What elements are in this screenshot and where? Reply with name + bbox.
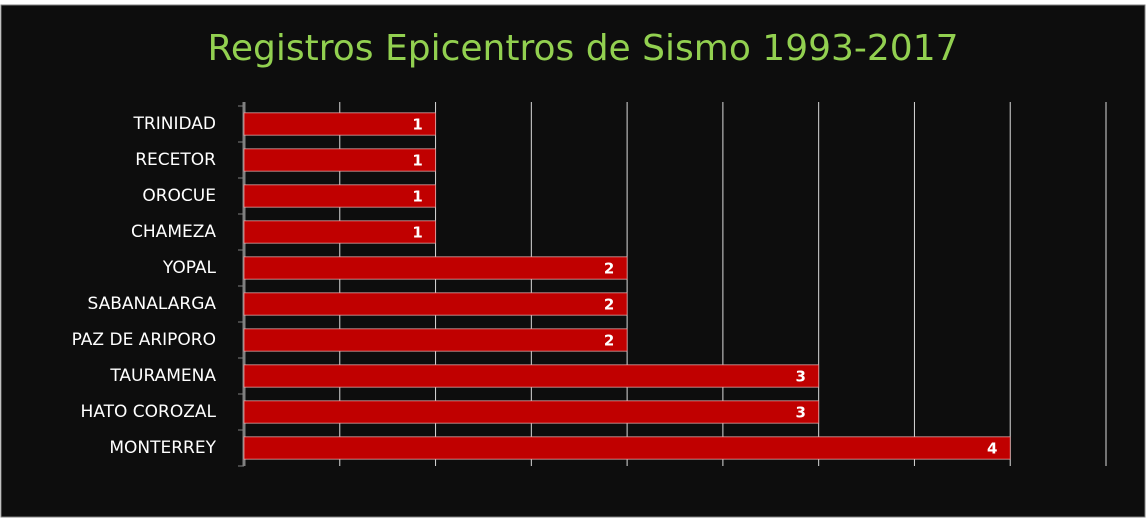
value-label: 1	[412, 116, 422, 134]
chart-title: Registros Epicentros de Sismo 1993-2017	[207, 28, 958, 69]
bar	[243, 328, 628, 352]
y-tick-label: HATO COROZAL	[81, 402, 217, 422]
value-label: 1	[412, 188, 422, 206]
value-label: 4	[987, 440, 997, 458]
y-tick-label: CHAMEZA	[131, 222, 216, 242]
y-tick-label: RECETOR	[135, 150, 216, 170]
value-label: 3	[795, 368, 805, 386]
bar	[243, 184, 436, 208]
bar	[243, 364, 820, 388]
bar	[243, 292, 628, 316]
y-tick-label: OROCUE	[142, 186, 216, 206]
value-label: 2	[604, 260, 614, 278]
y-tick-label: MONTERREY	[109, 438, 216, 458]
y-tick-label: PAZ DE ARIPORO	[72, 330, 216, 350]
y-tick-label: TAURAMENA	[109, 366, 216, 386]
bar	[243, 112, 436, 136]
bar	[243, 256, 628, 280]
y-tick-label: SABANALARGA	[88, 294, 217, 314]
bar	[243, 148, 436, 172]
y-tick-label: YOPAL	[162, 258, 217, 278]
y-tick-label: TRINIDAD	[133, 114, 216, 134]
bar	[243, 400, 820, 424]
value-label: 3	[795, 404, 805, 422]
value-label: 1	[412, 152, 422, 170]
value-label: 1	[412, 224, 422, 242]
value-label: 2	[604, 296, 614, 314]
bar	[243, 220, 436, 244]
value-label: 2	[604, 332, 614, 350]
bar	[243, 436, 1011, 460]
